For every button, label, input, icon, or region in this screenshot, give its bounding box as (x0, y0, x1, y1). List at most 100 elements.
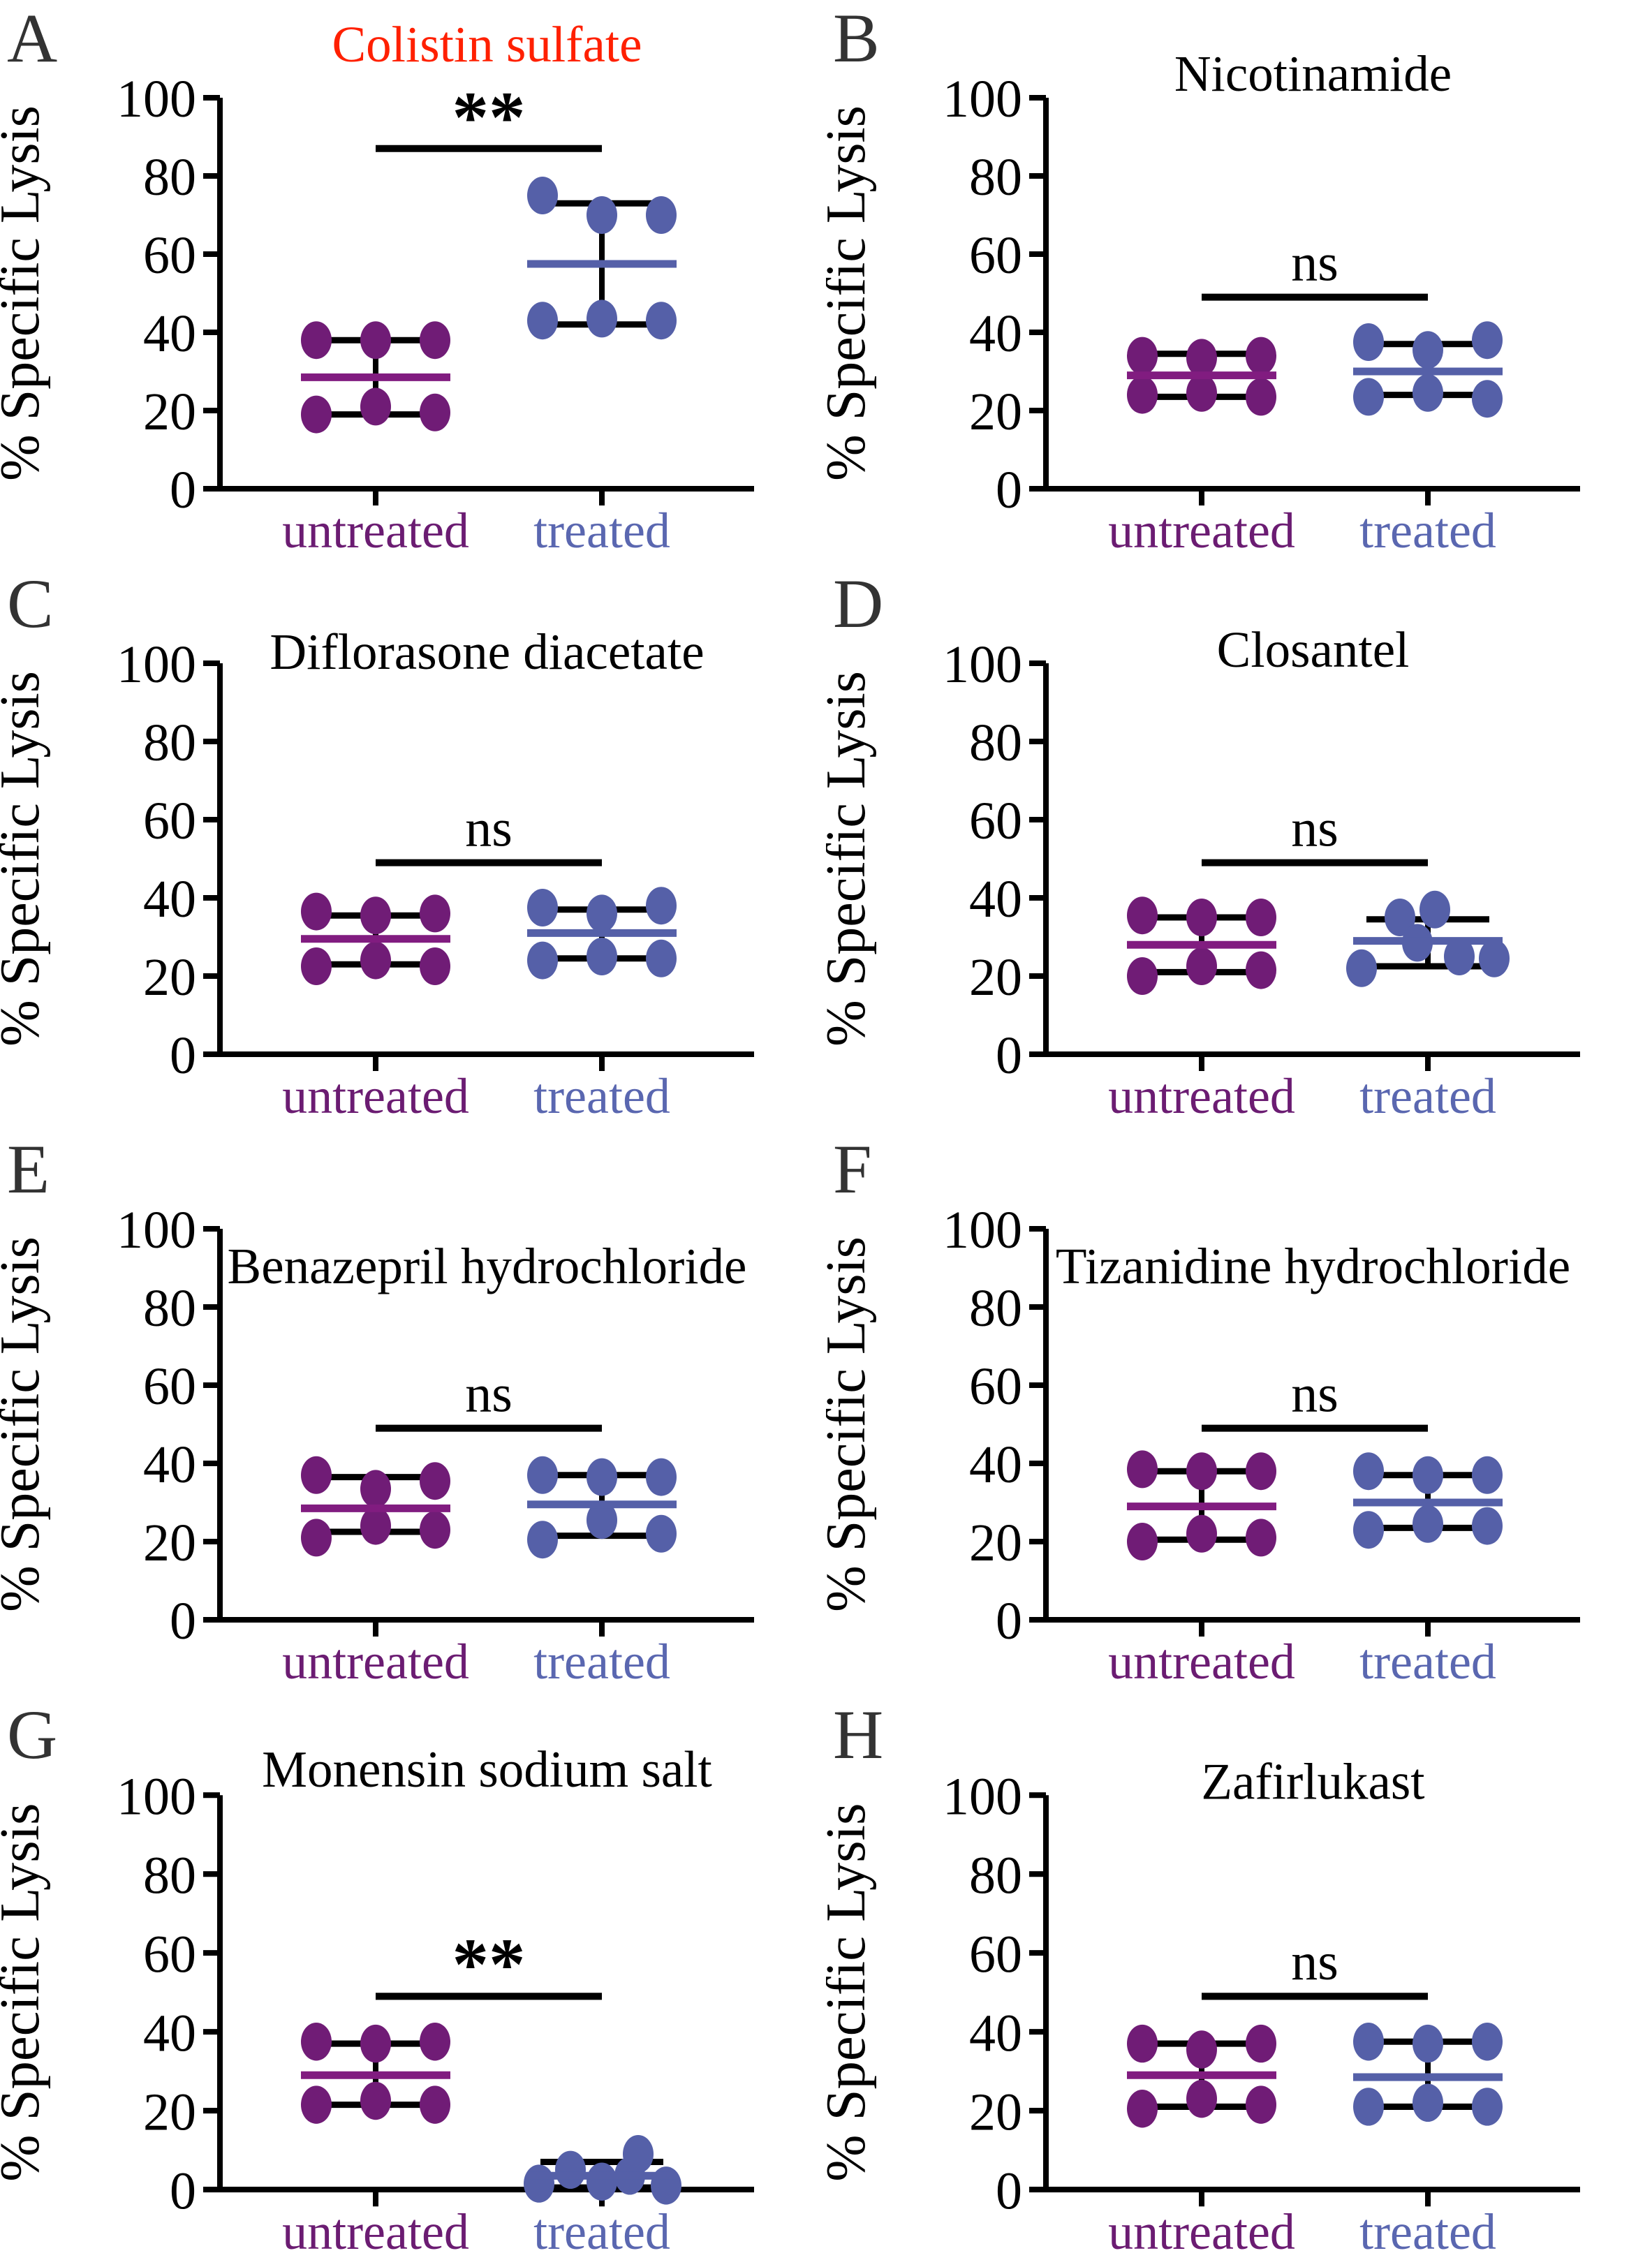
group-label-untreated: untreated (282, 503, 469, 559)
data-point (1246, 378, 1276, 416)
plot-monensin-sodium-salt: 0 20 40 60 80 100 % Specific Lysis Monensin sod… (0, 1741, 754, 2260)
data-point (420, 947, 450, 985)
data-point (1246, 1452, 1276, 1491)
y-tick-label: 20 (969, 1514, 1022, 1572)
data-point (1246, 2024, 1276, 2063)
y-axis-label: % Specific Lysis (0, 105, 51, 481)
data-point (420, 393, 450, 431)
group-label-untreated: untreated (282, 1068, 469, 1124)
panel-letter: D (833, 566, 884, 642)
y-tick-label: 80 (143, 1845, 196, 1905)
group-label-treated: treated (1359, 503, 1496, 559)
data-point (1353, 2088, 1384, 2126)
y-tick-label: 60 (969, 1924, 1022, 1984)
y-tick-label: 20 (969, 383, 1022, 441)
data-point (527, 1521, 558, 1559)
data-point (360, 2024, 391, 2063)
panel-title: Benazepril hydrochloride (228, 1238, 747, 1294)
significance-label: ** (452, 76, 526, 158)
panel-F: F 0 20 40 60 80 100 % Specific Lysis Tizanidine… (826, 1131, 1652, 1697)
data-point (1413, 331, 1443, 369)
y-tick-label: 100 (943, 1766, 1022, 1826)
panel-title: Closantel (1217, 621, 1410, 678)
data-point (1353, 1452, 1384, 1491)
y-tick-label: 60 (143, 226, 196, 285)
panel-title: Tizanidine hydrochloride (1056, 1238, 1570, 1294)
panel-title: Monensin sodium salt (262, 1741, 712, 1798)
data-point (527, 941, 558, 980)
y-tick-label: 60 (969, 1357, 1022, 1416)
data-point (646, 302, 677, 340)
data-point (1346, 949, 1377, 987)
y-tick-label: 40 (143, 2003, 196, 2062)
data-point (646, 887, 677, 925)
y-tick-label: 100 (943, 70, 1022, 128)
data-point (360, 321, 391, 360)
y-tick-label: 60 (143, 792, 196, 850)
data-point (623, 2134, 654, 2173)
data-point (527, 889, 558, 926)
significance-label: ns (465, 1365, 512, 1424)
panel-title: Zafirlukast (1201, 1753, 1424, 1810)
data-point (420, 1462, 450, 1500)
data-point (301, 1456, 332, 1494)
plot-zafirlukast: 0 20 40 60 80 100 % Specific Lysis Zafirlukast u… (826, 1753, 1580, 2260)
data-point (524, 2164, 554, 2203)
group-label-untreated: untreated (282, 2204, 469, 2260)
panel-D: D 0 20 40 60 80 100 % Specific Lysis Closantel u… (826, 566, 1652, 1131)
panel-E: E 0 20 40 60 80 100 % Specific Lysis Benazepril… (0, 1131, 826, 1697)
data-point (1413, 374, 1443, 412)
y-tick-label: 100 (943, 635, 1022, 694)
data-point (527, 302, 558, 340)
panel-letter: C (7, 566, 54, 642)
data-point (587, 1458, 617, 1496)
y-tick-label: 20 (143, 948, 196, 1007)
panel-letter: E (7, 1131, 50, 1208)
data-point (1444, 938, 1475, 975)
y-axis-label: % Specific Lysis (0, 1236, 51, 1612)
plot-nicotinamide: 0 20 40 60 80 100 % Specific Lysis Nicotinamide… (826, 45, 1580, 559)
y-tick-label: 80 (969, 714, 1022, 772)
y-tick-label: 20 (143, 383, 196, 441)
data-point (1186, 2079, 1217, 2118)
data-point (360, 896, 391, 935)
y-tick-label: 100 (117, 1201, 196, 1260)
y-tick-label: 80 (143, 148, 196, 207)
y-tick-label: 0 (170, 1592, 196, 1651)
group-label-untreated: untreated (1108, 2204, 1295, 2260)
data-point (1385, 899, 1415, 936)
data-point (1186, 899, 1217, 936)
group-label-treated: treated (533, 503, 670, 559)
y-tick-label: 100 (943, 1201, 1022, 1260)
y-tick-label: 40 (969, 304, 1022, 363)
y-tick-label: 60 (969, 792, 1022, 850)
y-axis-label: % Specific Lysis (826, 1803, 877, 2182)
data-point (1472, 2088, 1503, 2126)
group-label-treated: treated (533, 1634, 670, 1690)
data-point (420, 2085, 450, 2124)
data-point (301, 2023, 332, 2061)
data-point (1127, 1523, 1158, 1560)
data-point (587, 300, 617, 338)
data-point (1479, 939, 1510, 977)
y-axis-label: % Specific Lysis (0, 1803, 51, 2182)
data-point (1413, 1456, 1443, 1494)
panel-A: A 0 20 40 60 80 100 % Specific Lysis Colistin s… (0, 0, 826, 566)
significance-label: ns (1291, 799, 1338, 858)
y-tick-label: 80 (969, 1845, 1022, 1905)
y-tick-label: 40 (969, 2003, 1022, 2062)
data-point (1472, 380, 1503, 418)
data-point (360, 1507, 391, 1545)
data-point (1186, 374, 1217, 412)
y-tick-label: 20 (143, 1514, 196, 1572)
y-tick-label: 20 (969, 2082, 1022, 2141)
data-point (420, 2023, 450, 2061)
data-point (1186, 1452, 1217, 1491)
y-tick-label: 20 (143, 2082, 196, 2141)
data-point (1353, 378, 1384, 416)
data-point (1127, 337, 1158, 375)
data-point (1413, 1505, 1443, 1543)
data-point (1186, 339, 1217, 377)
data-point (1186, 947, 1217, 985)
plot-diflorasone-diacetate: 0 20 40 60 80 100 % Specific Lysis Diflorasone … (0, 623, 754, 1124)
